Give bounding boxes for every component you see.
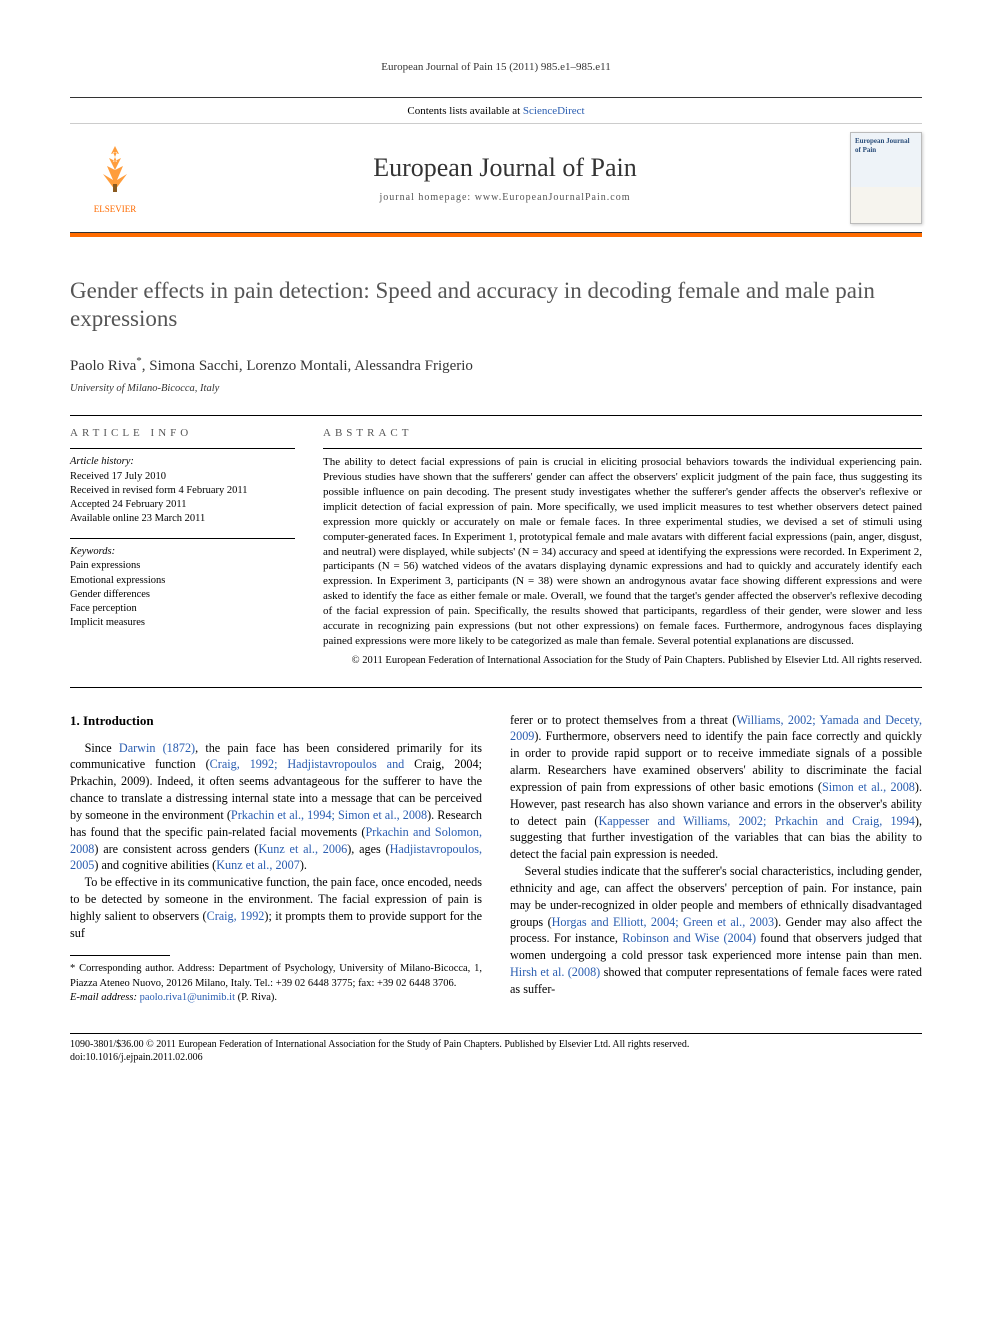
journal-homepage: journal homepage: www.EuropeanJournalPai… bbox=[160, 191, 850, 205]
citation-link[interactable]: Kunz et al., 2007 bbox=[216, 858, 300, 872]
citation-link[interactable]: Robinson and Wise (2004) bbox=[622, 931, 756, 945]
abstract-heading: abstract bbox=[323, 426, 922, 441]
page-footer: 1090-3801/$36.00 © 2011 European Federat… bbox=[70, 1038, 922, 1064]
footer-copyright: 1090-3801/$36.00 © 2011 European Federat… bbox=[70, 1038, 922, 1051]
abstract-column: abstract The ability to detect facial ex… bbox=[323, 426, 922, 669]
author-list: Paolo Riva*, Simona Sacchi, Lorenzo Mont… bbox=[70, 354, 922, 376]
divider bbox=[70, 415, 922, 416]
elsevier-logo: ELSEVIER bbox=[70, 140, 160, 215]
elsevier-tree-icon bbox=[70, 140, 160, 205]
page-footer-divider bbox=[70, 1033, 922, 1034]
section-heading-introduction: 1. Introduction bbox=[70, 712, 482, 730]
paragraph: ferer or to protect themselves from a th… bbox=[510, 712, 922, 863]
text: ). bbox=[300, 858, 307, 872]
citation-link[interactable]: Kunz et al., 2006 bbox=[258, 842, 347, 856]
affiliation: University of Milano-Bicocca, Italy bbox=[70, 382, 922, 396]
text: ) are consistent across genders ( bbox=[94, 842, 258, 856]
cover-title: European Journal of Pain bbox=[855, 137, 917, 156]
text: ), ages ( bbox=[347, 842, 389, 856]
body-text: 1. Introduction Since Darwin (1872), the… bbox=[70, 712, 922, 1005]
contents-text: Contents lists available at bbox=[407, 105, 522, 117]
citation-link[interactable]: Kappesser and Williams, 2002; Prkachin a… bbox=[598, 814, 914, 828]
text: ferer or to protect themselves from a th… bbox=[510, 713, 736, 727]
orange-divider bbox=[70, 233, 922, 237]
sciencedirect-link[interactable]: ScienceDirect bbox=[523, 105, 585, 117]
keyword: Gender differences bbox=[70, 588, 295, 602]
footnotes: * Corresponding author. Address: Departm… bbox=[70, 962, 482, 1005]
journal-header: Contents lists available at ScienceDirec… bbox=[70, 97, 922, 233]
keyword: Pain expressions bbox=[70, 559, 295, 573]
citation-link[interactable]: Craig, 1992; Hadjistavropoulos and bbox=[210, 757, 405, 771]
corresponding-author-note: * Corresponding author. Address: Departm… bbox=[70, 962, 482, 990]
keyword: Implicit measures bbox=[70, 616, 295, 630]
text: Since bbox=[85, 741, 119, 755]
article-info-column: article info Article history: Received 1… bbox=[70, 426, 295, 669]
author-1: Paolo Riva bbox=[70, 358, 136, 374]
elsevier-name: ELSEVIER bbox=[70, 205, 160, 215]
paragraph: Since Darwin (1872), the pain face has b… bbox=[70, 740, 482, 875]
email-suffix: (P. Riva). bbox=[235, 992, 277, 1003]
history-received: Received 17 July 2010 bbox=[70, 470, 295, 484]
citation-link[interactable]: Hirsh et al. (2008) bbox=[510, 965, 600, 979]
citation-link[interactable]: Simon et al., 2008 bbox=[822, 780, 915, 794]
authors-rest: , Simona Sacchi, Lorenzo Montali, Alessa… bbox=[142, 358, 473, 374]
running-head: European Journal of Pain 15 (2011) 985.e… bbox=[70, 60, 922, 75]
citation-link[interactable]: Craig, 1992 bbox=[207, 909, 265, 923]
abstract-body: The ability to detect facial expressions… bbox=[323, 448, 922, 668]
email-line: E-mail address: paolo.riva1@unimib.it (P… bbox=[70, 991, 482, 1005]
paragraph: To be effective in its communicative fun… bbox=[70, 874, 482, 941]
keyword: Face perception bbox=[70, 602, 295, 616]
header-top-line: Contents lists available at ScienceDirec… bbox=[70, 98, 922, 124]
email-label: E-mail address: bbox=[70, 992, 137, 1003]
journal-cover-thumb: European Journal of Pain bbox=[850, 132, 922, 224]
article-history-block: Article history: Received 17 July 2010 R… bbox=[70, 448, 295, 526]
history-revised: Received in revised form 4 February 2011 bbox=[70, 484, 295, 498]
footer-doi: doi:10.1016/j.ejpain.2011.02.006 bbox=[70, 1051, 922, 1064]
footnote-divider bbox=[70, 955, 170, 956]
citation-link[interactable]: Darwin (1872) bbox=[119, 741, 195, 755]
history-accepted: Accepted 24 February 2011 bbox=[70, 498, 295, 512]
history-label: Article history: bbox=[70, 455, 295, 469]
article-title: Gender effects in pain detection: Speed … bbox=[70, 277, 922, 335]
keywords-label: Keywords: bbox=[70, 545, 295, 559]
divider bbox=[70, 687, 922, 688]
paragraph: Several studies indicate that the suffer… bbox=[510, 863, 922, 998]
email-link[interactable]: paolo.riva1@unimib.it bbox=[140, 992, 235, 1003]
keyword: Emotional expressions bbox=[70, 574, 295, 588]
citation-link[interactable]: Horgas and Elliott, 2004; Green et al., … bbox=[552, 915, 774, 929]
history-online: Available online 23 March 2011 bbox=[70, 512, 295, 526]
citation-link[interactable]: Prkachin et al., 1994; Simon et al., 200… bbox=[231, 808, 427, 822]
text: ) and cognitive abilities ( bbox=[94, 858, 216, 872]
abstract-text: The ability to detect facial expressions… bbox=[323, 456, 922, 646]
abstract-copyright: © 2011 European Federation of Internatio… bbox=[323, 654, 922, 668]
article-info-heading: article info bbox=[70, 426, 295, 441]
keywords-block: Keywords: Pain expressions Emotional exp… bbox=[70, 538, 295, 630]
journal-title: European Journal of Pain bbox=[160, 150, 850, 185]
